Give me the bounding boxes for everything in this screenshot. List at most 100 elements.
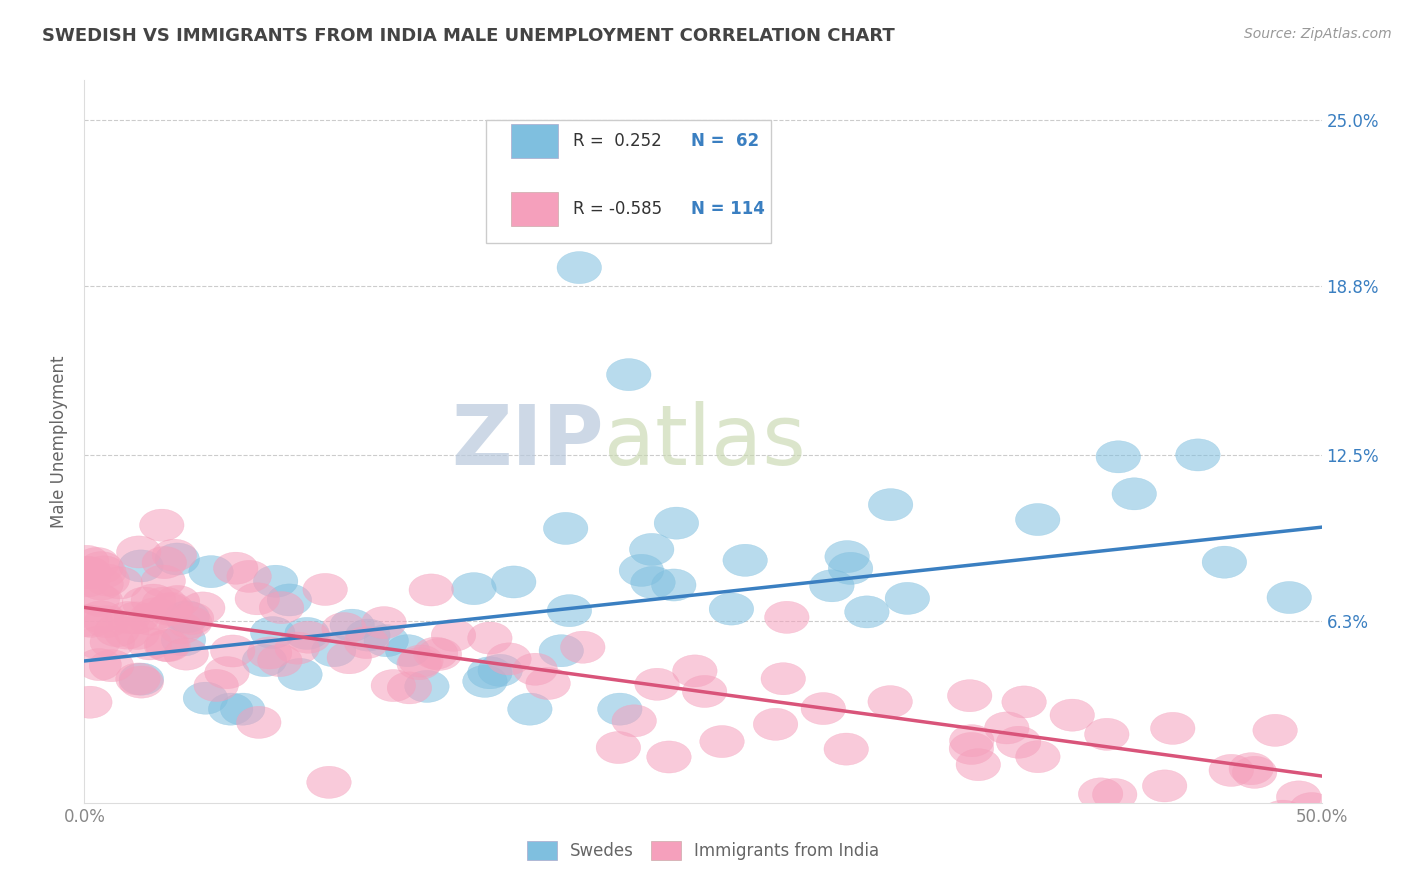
Ellipse shape: [1092, 779, 1137, 811]
Ellipse shape: [188, 556, 233, 588]
Ellipse shape: [226, 560, 271, 592]
Ellipse shape: [598, 693, 643, 725]
Ellipse shape: [634, 668, 679, 700]
Ellipse shape: [235, 582, 280, 615]
Ellipse shape: [513, 653, 557, 685]
Ellipse shape: [344, 626, 388, 658]
Ellipse shape: [302, 574, 347, 606]
Ellipse shape: [845, 596, 889, 628]
Ellipse shape: [89, 649, 134, 681]
Ellipse shape: [405, 670, 449, 702]
Ellipse shape: [631, 566, 675, 599]
Ellipse shape: [956, 748, 1001, 780]
Ellipse shape: [828, 552, 873, 584]
Ellipse shape: [606, 359, 651, 391]
Ellipse shape: [205, 657, 249, 689]
Ellipse shape: [709, 593, 754, 625]
Y-axis label: Male Unemployment: Male Unemployment: [51, 355, 69, 528]
Ellipse shape: [242, 645, 287, 677]
Ellipse shape: [114, 602, 159, 634]
Ellipse shape: [468, 622, 512, 654]
Ellipse shape: [596, 731, 641, 764]
Ellipse shape: [1289, 792, 1334, 824]
Text: ZIP: ZIP: [451, 401, 605, 482]
Ellipse shape: [285, 621, 330, 653]
Ellipse shape: [65, 545, 108, 577]
Text: atlas: atlas: [605, 401, 806, 482]
Ellipse shape: [167, 607, 212, 639]
Ellipse shape: [94, 615, 139, 647]
FancyBboxPatch shape: [512, 124, 558, 158]
Ellipse shape: [396, 648, 441, 680]
Ellipse shape: [630, 533, 673, 566]
Ellipse shape: [117, 536, 162, 568]
Ellipse shape: [654, 507, 699, 539]
FancyBboxPatch shape: [512, 192, 558, 227]
Ellipse shape: [682, 675, 727, 707]
Ellipse shape: [1229, 753, 1274, 785]
Ellipse shape: [120, 663, 163, 695]
Ellipse shape: [69, 606, 112, 638]
Ellipse shape: [723, 544, 768, 576]
Ellipse shape: [364, 624, 409, 657]
Ellipse shape: [371, 670, 416, 702]
Ellipse shape: [146, 630, 190, 662]
Ellipse shape: [612, 705, 657, 737]
Ellipse shape: [399, 645, 443, 677]
Ellipse shape: [253, 566, 298, 598]
Ellipse shape: [250, 616, 295, 648]
Text: R = -0.585: R = -0.585: [574, 200, 662, 218]
Ellipse shape: [387, 672, 432, 704]
Ellipse shape: [66, 565, 110, 597]
Text: N =  62: N = 62: [690, 132, 759, 150]
Ellipse shape: [825, 541, 869, 573]
Ellipse shape: [1112, 478, 1157, 510]
Ellipse shape: [67, 686, 112, 718]
Ellipse shape: [77, 648, 121, 681]
Ellipse shape: [1232, 756, 1277, 789]
Ellipse shape: [118, 549, 163, 582]
Ellipse shape: [526, 667, 571, 699]
Ellipse shape: [221, 693, 264, 725]
Ellipse shape: [886, 582, 929, 615]
Ellipse shape: [765, 601, 808, 633]
Text: N = 114: N = 114: [690, 200, 765, 218]
Ellipse shape: [267, 584, 312, 616]
Ellipse shape: [432, 619, 475, 651]
Ellipse shape: [141, 565, 186, 597]
Ellipse shape: [257, 645, 302, 677]
Ellipse shape: [104, 617, 149, 649]
Ellipse shape: [128, 603, 173, 635]
Ellipse shape: [361, 607, 406, 639]
Ellipse shape: [159, 612, 202, 644]
Ellipse shape: [165, 638, 208, 670]
Legend: Swedes, Immigrants from India: Swedes, Immigrants from India: [520, 834, 886, 867]
Ellipse shape: [1143, 770, 1187, 802]
Ellipse shape: [134, 598, 177, 630]
Ellipse shape: [761, 663, 806, 695]
Ellipse shape: [492, 566, 536, 598]
Ellipse shape: [214, 552, 259, 584]
Ellipse shape: [76, 627, 120, 659]
Ellipse shape: [1253, 714, 1298, 747]
Ellipse shape: [90, 626, 135, 658]
Ellipse shape: [155, 585, 200, 617]
Ellipse shape: [948, 680, 993, 712]
Ellipse shape: [543, 512, 588, 544]
Text: Source: ZipAtlas.com: Source: ZipAtlas.com: [1244, 27, 1392, 41]
Ellipse shape: [278, 658, 322, 690]
Ellipse shape: [247, 637, 292, 669]
Ellipse shape: [1097, 441, 1140, 473]
Ellipse shape: [276, 632, 319, 665]
Ellipse shape: [122, 587, 167, 619]
Ellipse shape: [143, 630, 188, 662]
Ellipse shape: [547, 595, 592, 627]
Ellipse shape: [152, 539, 197, 571]
Ellipse shape: [142, 547, 187, 579]
Ellipse shape: [385, 634, 430, 666]
Ellipse shape: [561, 632, 605, 664]
Ellipse shape: [146, 593, 191, 625]
Ellipse shape: [98, 566, 142, 599]
Ellipse shape: [651, 569, 696, 601]
Ellipse shape: [75, 548, 120, 580]
